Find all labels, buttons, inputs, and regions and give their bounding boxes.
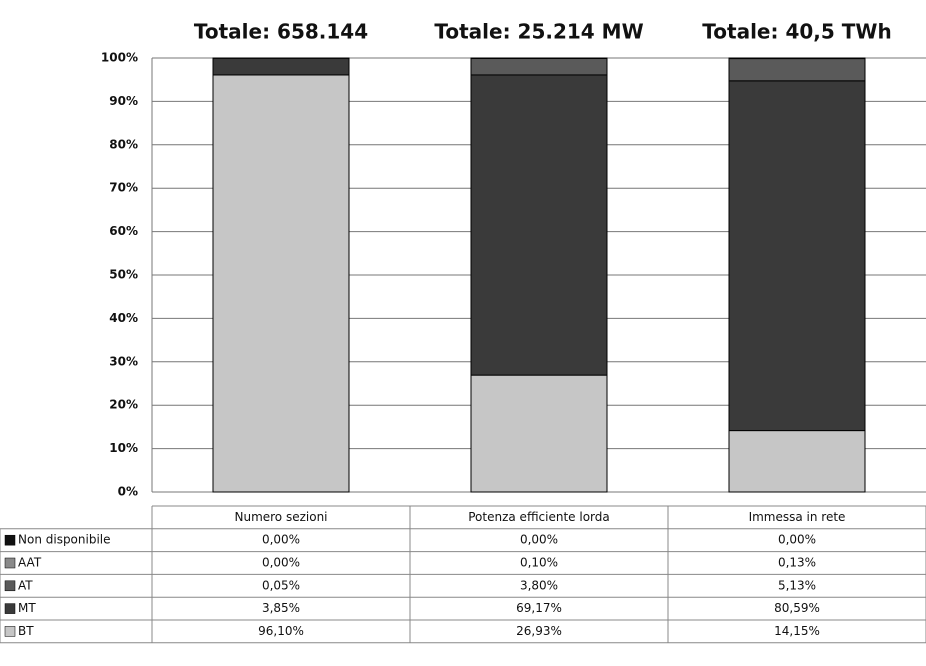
bar-segment bbox=[728, 80, 866, 432]
table-value: 3,80% bbox=[520, 578, 558, 592]
bar-segment bbox=[470, 74, 608, 376]
annotation: Totale: 25.214 MW bbox=[434, 20, 643, 44]
bar-segment bbox=[212, 57, 350, 76]
y-tick-label: 40% bbox=[109, 311, 138, 325]
table-value: 69,17% bbox=[516, 601, 562, 615]
legend-label: Non disponibile bbox=[18, 533, 111, 547]
y-tick-label: 90% bbox=[109, 94, 138, 108]
bar-segment bbox=[212, 74, 350, 493]
y-tick-label: 100% bbox=[101, 51, 138, 65]
table-value: 0,10% bbox=[520, 556, 558, 570]
bar-segment bbox=[728, 57, 866, 60]
table-value: 0,00% bbox=[778, 533, 816, 547]
y-tick-label: 80% bbox=[109, 137, 138, 151]
table-value: 0,00% bbox=[520, 533, 558, 547]
table-value: 3,85% bbox=[262, 601, 300, 615]
table-value: 0,00% bbox=[262, 556, 300, 570]
legend-label: BT bbox=[18, 624, 34, 638]
legend-swatch bbox=[4, 603, 16, 614]
legend-swatch bbox=[4, 534, 16, 546]
bar-segment bbox=[470, 374, 608, 493]
annotation: Totale: 40,5 TWh bbox=[702, 20, 891, 44]
table-value: 0,13% bbox=[778, 556, 816, 570]
y-tick-label: 0% bbox=[118, 485, 138, 499]
legend-label: AAT bbox=[18, 556, 42, 570]
bar-segment bbox=[728, 430, 866, 493]
y-tick-label: 10% bbox=[109, 441, 138, 455]
legend-swatch bbox=[4, 557, 16, 569]
table-value: 5,13% bbox=[778, 578, 816, 592]
legend-label: MT bbox=[18, 601, 36, 615]
y-tick-label: 60% bbox=[109, 224, 138, 238]
table-value: 80,59% bbox=[774, 601, 820, 615]
x-tick-label: Numero sezioni bbox=[234, 510, 327, 524]
legend-swatch bbox=[4, 626, 16, 637]
y-tick-label: 50% bbox=[109, 268, 138, 282]
y-tick-label: 20% bbox=[109, 398, 138, 412]
bar-segment bbox=[470, 57, 608, 76]
legend-swatch bbox=[4, 580, 16, 592]
table-value: 26,93% bbox=[516, 624, 562, 638]
table-value: 0,05% bbox=[262, 578, 300, 592]
bar-segment bbox=[728, 58, 866, 82]
table-value: 14,15% bbox=[774, 624, 820, 638]
annotation: Totale: 658.144 bbox=[194, 20, 368, 44]
x-tick-label: Immessa in rete bbox=[749, 510, 846, 524]
y-tick-label: 30% bbox=[109, 354, 138, 368]
table-value: 0,00% bbox=[262, 533, 300, 547]
x-tick-label: Potenza efficiente lorda bbox=[468, 510, 610, 524]
legend-label: AT bbox=[18, 578, 33, 592]
y-tick-label: 70% bbox=[109, 181, 138, 195]
table-value: 96,10% bbox=[258, 624, 304, 638]
